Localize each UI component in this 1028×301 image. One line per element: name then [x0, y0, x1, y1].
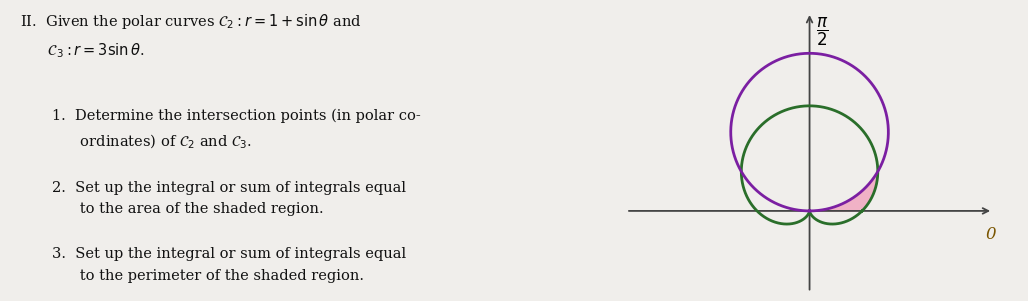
Text: II.  Given the polar curves $\mathcal{C}_2 : r = 1 + \sin\theta$ and
      $\mat: II. Given the polar curves $\mathcal{C}_…	[21, 12, 362, 60]
Text: 2.  Set up the integral or sum of integrals equal
      to the area of the shade: 2. Set up the integral or sum of integra…	[52, 181, 406, 216]
Text: 1.  Determine the intersection points (in polar co-
      ordinates) of $\mathca: 1. Determine the intersection points (in…	[52, 108, 421, 151]
Text: $\dfrac{\pi}{2}$: $\dfrac{\pi}{2}$	[816, 16, 829, 48]
Polygon shape	[810, 172, 878, 211]
Text: 0: 0	[986, 226, 996, 243]
Text: 3.  Set up the integral or sum of integrals equal
      to the perimeter of the : 3. Set up the integral or sum of integra…	[52, 247, 406, 283]
